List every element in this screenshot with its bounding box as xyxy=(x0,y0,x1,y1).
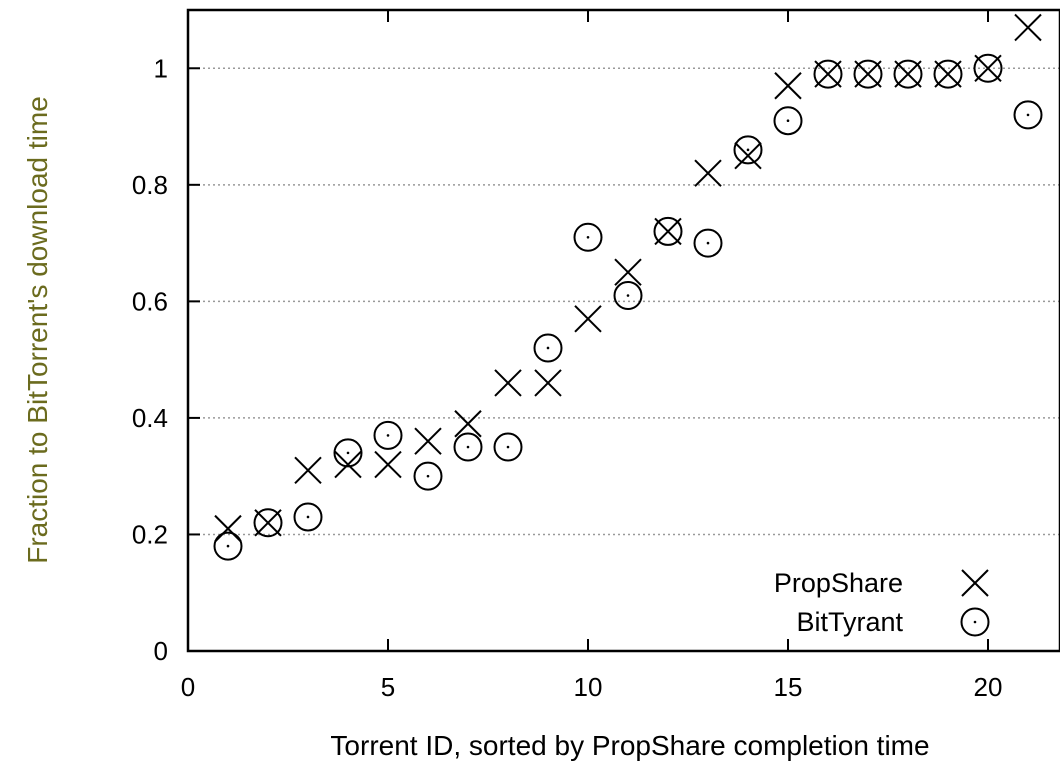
data-point-bittyrant xyxy=(773,106,803,136)
data-point-propshare xyxy=(214,514,242,543)
legend-marker-circle-icon xyxy=(960,607,990,637)
data-point-bittyrant xyxy=(653,216,683,246)
data-point-bittyrant xyxy=(813,59,843,89)
data-point-bittyrant xyxy=(533,333,563,363)
data-point-bittyrant xyxy=(213,531,243,561)
data-point-bittyrant xyxy=(413,461,443,491)
axis-ticks: 00.20.40.60.810 5 10 15 20 xyxy=(132,10,1003,702)
legend-circle-marker xyxy=(960,607,990,637)
data-point-propshare xyxy=(414,427,442,455)
data-point-bittyrant xyxy=(253,508,283,538)
data-points xyxy=(213,13,1043,561)
data-point-bittyrant xyxy=(493,432,523,462)
data-point-propshare xyxy=(614,258,642,286)
data-point-bittyrant xyxy=(893,59,923,89)
data-point-bittyrant xyxy=(973,53,1003,83)
legend-label-propshare: PropShare xyxy=(774,568,903,598)
data-point-propshare xyxy=(334,450,362,479)
data-point-bittyrant xyxy=(573,222,603,252)
data-point-bittyrant xyxy=(333,438,363,468)
y-tick-label: 1 xyxy=(154,53,168,83)
plot-frame xyxy=(186,8,1060,653)
y-tick-label: 0.8 xyxy=(132,170,168,200)
x-tick-label: 15 xyxy=(774,672,803,702)
data-point-propshare xyxy=(1014,13,1042,42)
y-tick-label: 0.4 xyxy=(132,403,168,433)
data-point-propshare xyxy=(694,159,722,187)
x-tick-label: 0 xyxy=(181,672,195,702)
data-point-propshare xyxy=(494,369,522,397)
y-axis-title: Fraction to BitTorrent's download time xyxy=(22,96,53,564)
data-point-bittyrant xyxy=(733,135,763,165)
data-point-bittyrant xyxy=(933,59,963,89)
legend: PropShare BitTyrant xyxy=(774,568,990,637)
data-point-propshare xyxy=(734,141,762,170)
x-axis-title: Torrent ID, sorted by PropShare completi… xyxy=(330,730,929,761)
data-point-propshare xyxy=(774,72,802,100)
y-tick-label: 0.2 xyxy=(132,519,168,549)
x-tick-label: 20 xyxy=(974,672,1003,702)
data-point-bittyrant xyxy=(853,59,883,89)
x-tick-label: 10 xyxy=(574,672,603,702)
data-point-bittyrant xyxy=(373,420,403,450)
data-point-bittyrant xyxy=(693,228,723,258)
x-tick-label: 5 xyxy=(381,672,395,702)
data-point-propshare xyxy=(534,369,562,397)
grid-lines xyxy=(188,67,1060,536)
y-tick-label: 0 xyxy=(154,636,168,666)
legend-label-bittyrant: BitTyrant xyxy=(796,607,903,637)
legend-x-marker xyxy=(961,569,989,597)
data-point-bittyrant xyxy=(1013,100,1043,130)
data-point-propshare xyxy=(294,456,322,485)
data-point-bittyrant xyxy=(453,432,483,462)
y-tick-label: 0.6 xyxy=(132,286,168,316)
data-point-propshare xyxy=(454,410,482,438)
data-point-propshare xyxy=(574,305,602,333)
data-point-bittyrant xyxy=(613,281,643,311)
data-point-propshare xyxy=(374,450,402,479)
legend-marker-x-icon xyxy=(961,569,989,597)
data-point-bittyrant xyxy=(293,502,323,532)
